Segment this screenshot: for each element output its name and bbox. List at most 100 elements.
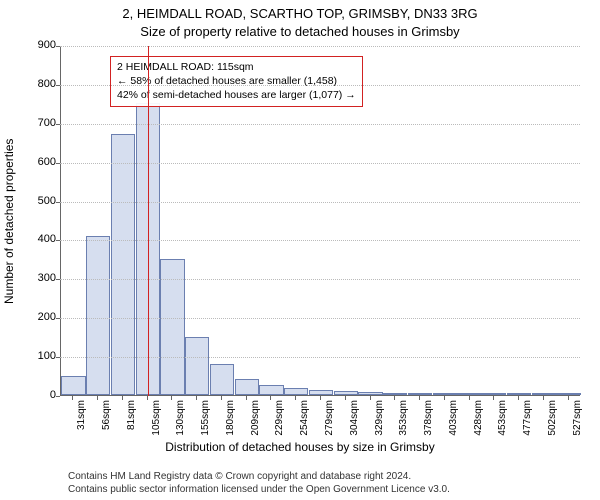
annotation-line1: 2 HEIMDALL ROAD: 115sqm [117,60,356,74]
y-tick-label: 400 [16,233,56,245]
gridline [60,202,580,203]
gridline [60,85,580,86]
x-tick-label: 527sqm [572,400,583,460]
x-tick [543,396,544,400]
y-tick-label: 900 [16,39,56,51]
x-tick-label: 502sqm [547,400,558,460]
x-tick-label: 56sqm [101,400,112,460]
x-tick [345,396,346,400]
x-tick [320,396,321,400]
histogram-bar [334,391,358,395]
x-tick [122,396,123,400]
gridline [60,163,580,164]
gridline [60,240,580,241]
histogram-bar [185,337,209,395]
y-tick-label: 600 [16,156,56,168]
x-tick-label: 155sqm [200,400,211,460]
marker-line [148,46,149,396]
annotation-line3: 42% of semi-detached houses are larger (… [117,88,356,102]
title-line2: Size of property relative to detached ho… [0,24,600,39]
y-tick [56,318,60,319]
histogram-bar [433,393,457,395]
y-tick [56,85,60,86]
x-tick-label: 304sqm [349,400,360,460]
x-tick-label: 428sqm [473,400,484,460]
histogram-bar [532,393,556,395]
x-tick [493,396,494,400]
x-tick [270,396,271,400]
x-tick-label: 453sqm [497,400,508,460]
x-tick [171,396,172,400]
histogram-bar [210,364,234,395]
y-tick-label: 200 [16,311,56,323]
gridline [60,318,580,319]
gridline [60,279,580,280]
histogram-bar [259,385,283,395]
y-tick-label: 300 [16,272,56,284]
x-tick [221,396,222,400]
y-tick-label: 700 [16,117,56,129]
histogram-bar [556,393,580,395]
x-tick-label: 31sqm [76,400,87,460]
x-tick [370,396,371,400]
histogram-bar [235,379,259,395]
histogram-bar [284,388,308,395]
footer-line2: Contains public sector information licen… [68,483,450,496]
histogram-bar [309,390,333,395]
annotation-line2: ← 58% of detached houses are smaller (1,… [117,74,356,88]
y-tick [56,240,60,241]
x-tick-label: 130sqm [175,400,186,460]
x-tick [97,396,98,400]
y-tick-label: 500 [16,195,56,207]
x-tick-label: 229sqm [274,400,285,460]
y-tick [56,279,60,280]
histogram-bar [507,393,531,395]
histogram-bar [457,393,481,395]
x-tick-label: 209sqm [250,400,261,460]
x-tick [196,396,197,400]
x-tick [394,396,395,400]
x-tick [419,396,420,400]
histogram-bar [86,236,110,395]
x-tick [518,396,519,400]
x-tick-label: 254sqm [299,400,310,460]
x-tick [246,396,247,400]
y-tick [56,202,60,203]
gridline [60,46,580,47]
x-tick [444,396,445,400]
y-tick [56,46,60,47]
y-tick [56,396,60,397]
y-tick-label: 100 [16,350,56,362]
y-tick [56,357,60,358]
x-tick-label: 477sqm [522,400,533,460]
x-tick [295,396,296,400]
x-tick [147,396,148,400]
y-tick-label: 0 [16,389,56,401]
histogram-bar [383,393,407,395]
x-tick-label: 353sqm [398,400,409,460]
histogram-bar [358,392,382,395]
footer-line1: Contains HM Land Registry data © Crown c… [68,470,450,483]
x-tick-label: 329sqm [374,400,385,460]
histogram-bar [482,393,506,395]
x-tick-label: 403sqm [448,400,459,460]
x-tick [568,396,569,400]
x-tick [469,396,470,400]
x-tick-label: 180sqm [225,400,236,460]
x-tick-label: 378sqm [423,400,434,460]
gridline [60,124,580,125]
y-axis-label: Number of detached properties [2,46,16,396]
histogram-bar [61,376,85,395]
x-tick-label: 105sqm [151,400,162,460]
y-tick [56,124,60,125]
y-tick [56,163,60,164]
y-tick-label: 800 [16,78,56,90]
gridline [60,357,580,358]
x-tick [72,396,73,400]
histogram-bar [111,134,135,395]
x-tick-label: 81sqm [126,400,137,460]
title-line1: 2, HEIMDALL ROAD, SCARTHO TOP, GRIMSBY, … [0,6,600,21]
x-tick-label: 279sqm [324,400,335,460]
footer-attribution: Contains HM Land Registry data © Crown c… [68,470,450,496]
histogram-bar [408,393,432,395]
